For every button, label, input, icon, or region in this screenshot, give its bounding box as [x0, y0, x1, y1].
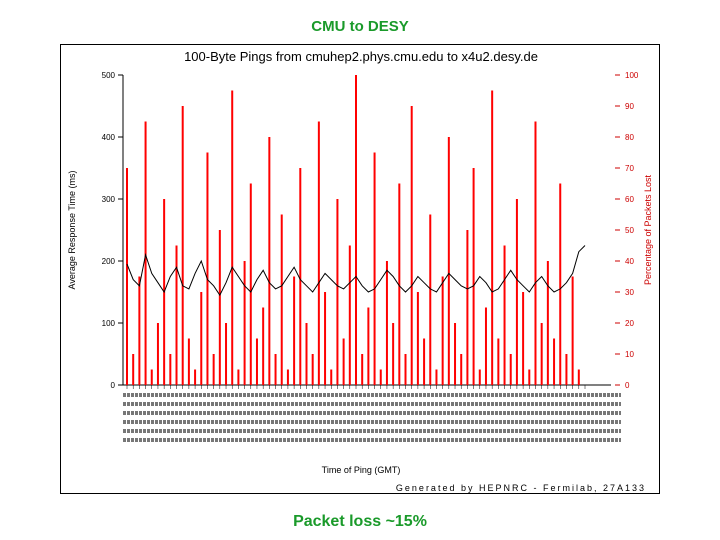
y2-tick-label: 100 — [625, 71, 639, 80]
y-axis-label: Average Response Time (ms) — [67, 171, 77, 290]
chart-marks: 0 100 200 300 400 500 0 10 20 30 40 50 60 70 80 90 100 — [102, 71, 639, 442]
y2-axis-label: Percentage of Packets Lost — [643, 174, 653, 285]
slide-caption: Packet loss ~15% — [293, 513, 427, 530]
x-axis-label: Time of Ping (GMT) — [322, 465, 401, 475]
y-tick-label: 0 — [111, 381, 116, 390]
slide-title: CMU to DESY — [311, 18, 409, 35]
chart-title: 100-Byte Pings from cmuhep2.phys.cmu.edu… — [184, 49, 538, 64]
y-tick-label: 500 — [102, 71, 116, 80]
y-tick-label: 300 — [102, 195, 116, 204]
y2-tick-label: 60 — [625, 195, 634, 204]
response-time-line — [126, 245, 586, 297]
y2-tick-label: 80 — [625, 133, 634, 142]
chart-footer: Generated by HEPNRC - Fermilab, 27A133 — [396, 483, 646, 493]
y-tick-label: 200 — [102, 257, 116, 266]
y2-tick-label: 90 — [625, 102, 634, 111]
y-tick-label: 400 — [102, 133, 116, 142]
y2-tick-label: 0 — [625, 381, 630, 390]
y2-tick-label: 10 — [625, 350, 634, 359]
y2-tick-label: 30 — [625, 288, 634, 297]
y2-tick-label: 40 — [625, 257, 634, 266]
y2-tick-label: 70 — [625, 164, 634, 173]
y2-tick-label: 20 — [625, 319, 634, 328]
y-tick-label: 100 — [102, 319, 116, 328]
y2-tick-label: 50 — [625, 226, 634, 235]
ping-chart: 100-Byte Pings from cmuhep2.phys.cmu.edu… — [67, 49, 653, 493]
chart-frame: 100-Byte Pings from cmuhep2.phys.cmu.edu… — [60, 44, 660, 494]
